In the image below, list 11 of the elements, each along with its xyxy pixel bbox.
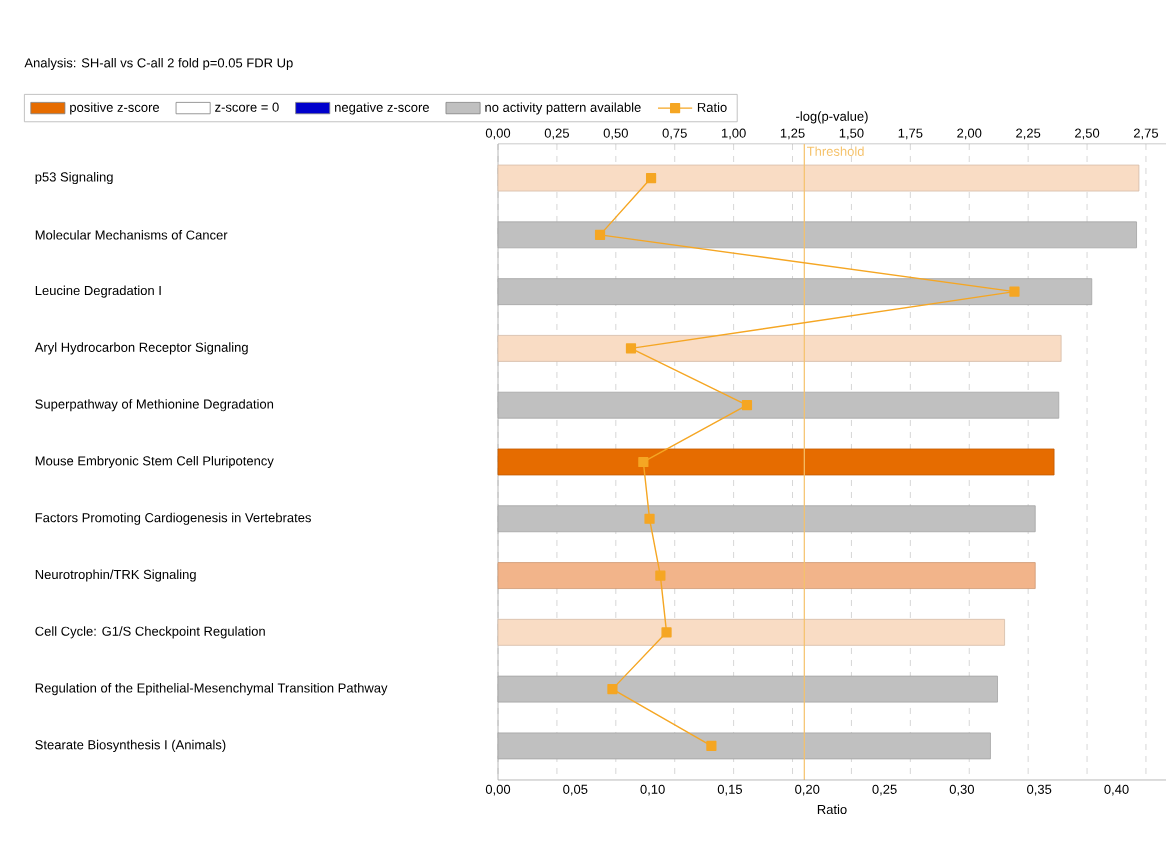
point xyxy=(625,343,637,354)
point xyxy=(661,627,672,638)
point xyxy=(638,456,649,468)
point xyxy=(607,684,618,695)
point xyxy=(1009,286,1020,297)
point xyxy=(645,172,657,184)
point xyxy=(655,570,666,581)
point xyxy=(594,229,606,240)
point xyxy=(706,740,717,752)
point xyxy=(741,400,753,411)
point xyxy=(644,513,655,524)
